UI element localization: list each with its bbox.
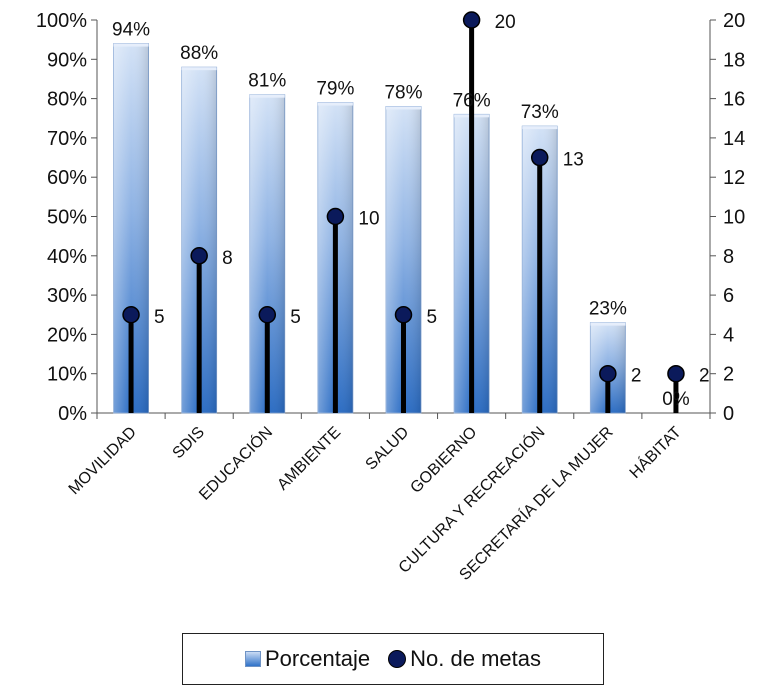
metas-point xyxy=(190,247,208,265)
bar-top xyxy=(249,94,285,98)
y-left-tick-label: 70% xyxy=(47,128,87,150)
y-left-tick-label: 50% xyxy=(47,207,87,229)
bar-data-label: 0% xyxy=(662,389,690,410)
lollipop-layer xyxy=(122,11,685,413)
x-category-label: AMBIENTE xyxy=(274,424,344,494)
legend-label-metas: No. de metas xyxy=(410,646,542,671)
bar-data-label: 94% xyxy=(112,20,150,41)
x-category-label: GOBIERNO xyxy=(407,424,480,497)
bar-top xyxy=(317,102,353,106)
chart-svg: 0%10%20%30%40%50%60%70%80%90%100%0246810… xyxy=(36,10,745,584)
metas-data-label: 10 xyxy=(358,209,379,230)
metas-data-label: 5 xyxy=(290,307,301,328)
bar-data-label: 79% xyxy=(316,79,354,100)
y-right-tick-label: 16 xyxy=(723,89,745,111)
y-left-tick-label: 30% xyxy=(47,285,87,307)
metas-point xyxy=(326,207,345,226)
metas-point xyxy=(462,11,481,29)
metas-point xyxy=(122,306,140,324)
bar-top xyxy=(113,43,149,47)
bar-data-label: 78% xyxy=(384,82,422,103)
bar-data-label: 23% xyxy=(589,299,627,320)
x-category-label: CULTURA Y RECREACIÓN xyxy=(394,422,548,576)
legend-item-porcentaje: Porcentaje xyxy=(244,646,371,672)
x-category-label: HÁBITAT xyxy=(625,422,685,482)
bar-top xyxy=(386,106,421,110)
y-left-tick-label: 0% xyxy=(58,403,87,425)
x-category-label: SDIS xyxy=(170,424,208,462)
y-left-tick-label: 100% xyxy=(36,10,87,32)
y-left-tick-label: 10% xyxy=(47,364,87,386)
bar-data-label: 73% xyxy=(521,102,559,123)
y-right-tick-label: 14 xyxy=(723,128,745,150)
metas-data-label: 13 xyxy=(563,150,584,171)
y-right-tick-label: 6 xyxy=(723,285,734,307)
bar-top xyxy=(522,126,558,130)
y-right-tick-label: 10 xyxy=(723,207,745,229)
labels-layer: 94% 88% 81% 79% 78% 76% 73% 23% 0% 5 8 5 10 5 20 13 2 2 xyxy=(112,12,709,410)
y-right-tick-label: 4 xyxy=(723,324,734,346)
metas-point xyxy=(599,364,617,383)
metas-point xyxy=(394,306,413,324)
y-right-tick-label: 2 xyxy=(723,364,734,386)
legend-swatch-dot xyxy=(388,650,407,668)
metas-data-label: 2 xyxy=(699,366,710,387)
chart-legend: Porcentaje No. de metas xyxy=(182,633,604,685)
metas-data-label: 2 xyxy=(631,366,642,387)
metas-data-label: 8 xyxy=(222,248,233,269)
legend-label-porcentaje: Porcentaje xyxy=(264,646,371,671)
y-left-tick-label: 60% xyxy=(47,167,87,189)
bar-data-label: 76% xyxy=(453,90,491,111)
y-right-tick-label: 18 xyxy=(723,49,745,71)
y-left-tick-label: 20% xyxy=(47,324,87,346)
metas-point xyxy=(667,364,685,383)
y-left-tick-label: 80% xyxy=(47,89,87,111)
y-right-tick-label: 0 xyxy=(723,403,734,425)
bar-data-label: 88% xyxy=(180,43,218,64)
y-right-tick-label: 8 xyxy=(723,246,734,268)
x-category-label: MOVILIDAD xyxy=(66,424,140,498)
metas-data-label: 5 xyxy=(154,307,165,328)
bar-top xyxy=(590,322,626,326)
bar-top xyxy=(181,67,217,71)
metas-point xyxy=(530,148,549,167)
metas-data-label: 5 xyxy=(427,307,438,328)
bar-data-label: 81% xyxy=(248,71,286,92)
x-category-label: EDUCACIÓN xyxy=(195,422,276,503)
y-right-tick-label: 12 xyxy=(723,167,745,189)
legend-swatch-bar xyxy=(244,651,261,667)
x-category-label: SALUD xyxy=(363,424,413,474)
y-left-tick-label: 90% xyxy=(47,49,87,71)
metas-data-label: 20 xyxy=(495,12,516,33)
legend-item-metas: No. de metas xyxy=(388,646,541,672)
y-right-tick-label: 20 xyxy=(723,10,745,32)
y-left-tick-label: 40% xyxy=(47,246,87,268)
metas-point xyxy=(258,306,277,324)
